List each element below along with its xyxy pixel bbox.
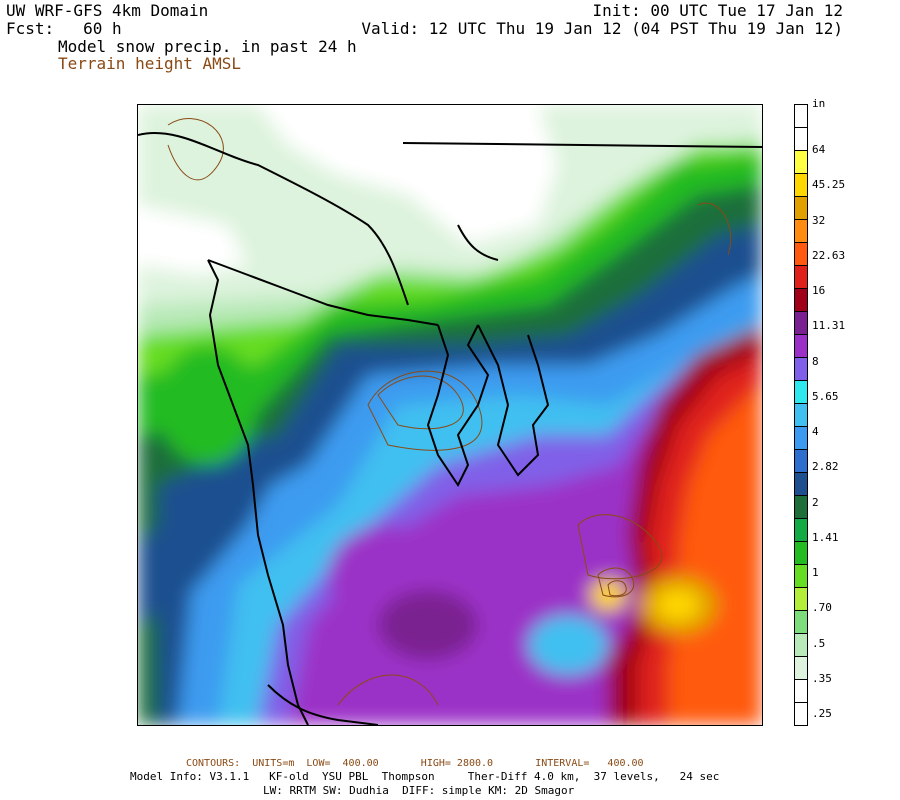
colorbar-swatch bbox=[795, 288, 807, 311]
colorbar-swatch bbox=[795, 702, 807, 725]
forecast-hour: Fcst: 60 h bbox=[6, 19, 122, 38]
colorbar-swatch bbox=[795, 656, 807, 679]
colorbar-swatch bbox=[795, 311, 807, 334]
colorbar bbox=[794, 104, 808, 726]
colorbar-tick-label: 1 bbox=[812, 566, 819, 579]
colorbar-swatch bbox=[795, 242, 807, 265]
colorbar-tick-label: .25 bbox=[812, 707, 832, 720]
colorbar-tick-label: .5 bbox=[812, 636, 826, 650]
colorbar-tick-label: 2.82 bbox=[812, 460, 839, 474]
init-time: Init: 00 UTC Tue 17 Jan 12 bbox=[592, 1, 843, 20]
colorbar-swatch bbox=[795, 173, 807, 196]
colorbar-tick-label: 45.25 bbox=[812, 178, 846, 192]
colorbar-tick-label: 64 bbox=[812, 143, 826, 156]
valid-time: Valid: 12 UTC Thu 19 Jan 12 (04 PST Thu … bbox=[361, 19, 843, 38]
colorbar-swatch bbox=[795, 150, 807, 173]
colorbar-tick-label: 22.63 bbox=[812, 248, 846, 262]
colorbar-swatch bbox=[795, 357, 807, 380]
colorbar-swatch bbox=[795, 518, 807, 541]
product-description: Model snow precip. in past 24 h bbox=[58, 37, 357, 56]
colorbar-swatch bbox=[795, 472, 807, 495]
colorbar-tick-label: 11.31 bbox=[812, 319, 846, 333]
colorbar-swatch bbox=[795, 265, 807, 288]
colorbar-unit: in bbox=[812, 97, 826, 110]
contour-info: CONTOURS: UNITS=m LOW= 400.00 HIGH= 2800… bbox=[186, 758, 644, 769]
colorbar-swatch bbox=[795, 219, 807, 242]
colorbar-tick-label: 1.41 bbox=[812, 530, 839, 544]
model-info: Model Info: V3.1.1 KF-old YSU PBL Thomps… bbox=[130, 770, 720, 783]
colorbar-swatch bbox=[795, 633, 807, 656]
colorbar-swatch bbox=[795, 541, 807, 564]
colorbar-swatch bbox=[795, 426, 807, 449]
colorbar-tick-label: .35 bbox=[812, 671, 832, 685]
colorbar-tick-label: 4 bbox=[812, 425, 819, 438]
colorbar-swatch bbox=[795, 679, 807, 702]
precip-field bbox=[138, 105, 762, 725]
colorbar-tick-label: 16 bbox=[812, 284, 826, 297]
colorbar-swatch bbox=[795, 495, 807, 518]
terrain-description: Terrain height AMSL bbox=[58, 54, 242, 73]
colorbar-swatch bbox=[795, 196, 807, 219]
colorbar-swatch bbox=[795, 334, 807, 357]
colorbar-swatch bbox=[795, 127, 807, 150]
colorbar-tick-label: 2 bbox=[812, 495, 819, 509]
colorbar-swatch bbox=[795, 403, 807, 426]
snow-precip-map bbox=[137, 104, 763, 726]
colorbar-tick-label: 5.65 bbox=[812, 389, 839, 403]
colorbar-swatch bbox=[795, 587, 807, 610]
model-info-physics: LW: RRTM SW: Dudhia DIFF: simple KM: 2D … bbox=[263, 784, 575, 797]
colorbar-swatch bbox=[795, 564, 807, 587]
colorbar-swatch bbox=[795, 380, 807, 403]
coastlines bbox=[138, 132, 762, 725]
colorbar-swatch bbox=[795, 449, 807, 472]
colorbar-tick-label: 32 bbox=[812, 213, 826, 227]
colorbar-swatch bbox=[795, 610, 807, 633]
colorbar-tick-label: 8 bbox=[812, 354, 819, 368]
map-title: UW WRF-GFS 4km Domain bbox=[6, 1, 209, 20]
colorbar-tick-label: .70 bbox=[812, 601, 832, 615]
colorbar-swatch bbox=[795, 105, 807, 127]
